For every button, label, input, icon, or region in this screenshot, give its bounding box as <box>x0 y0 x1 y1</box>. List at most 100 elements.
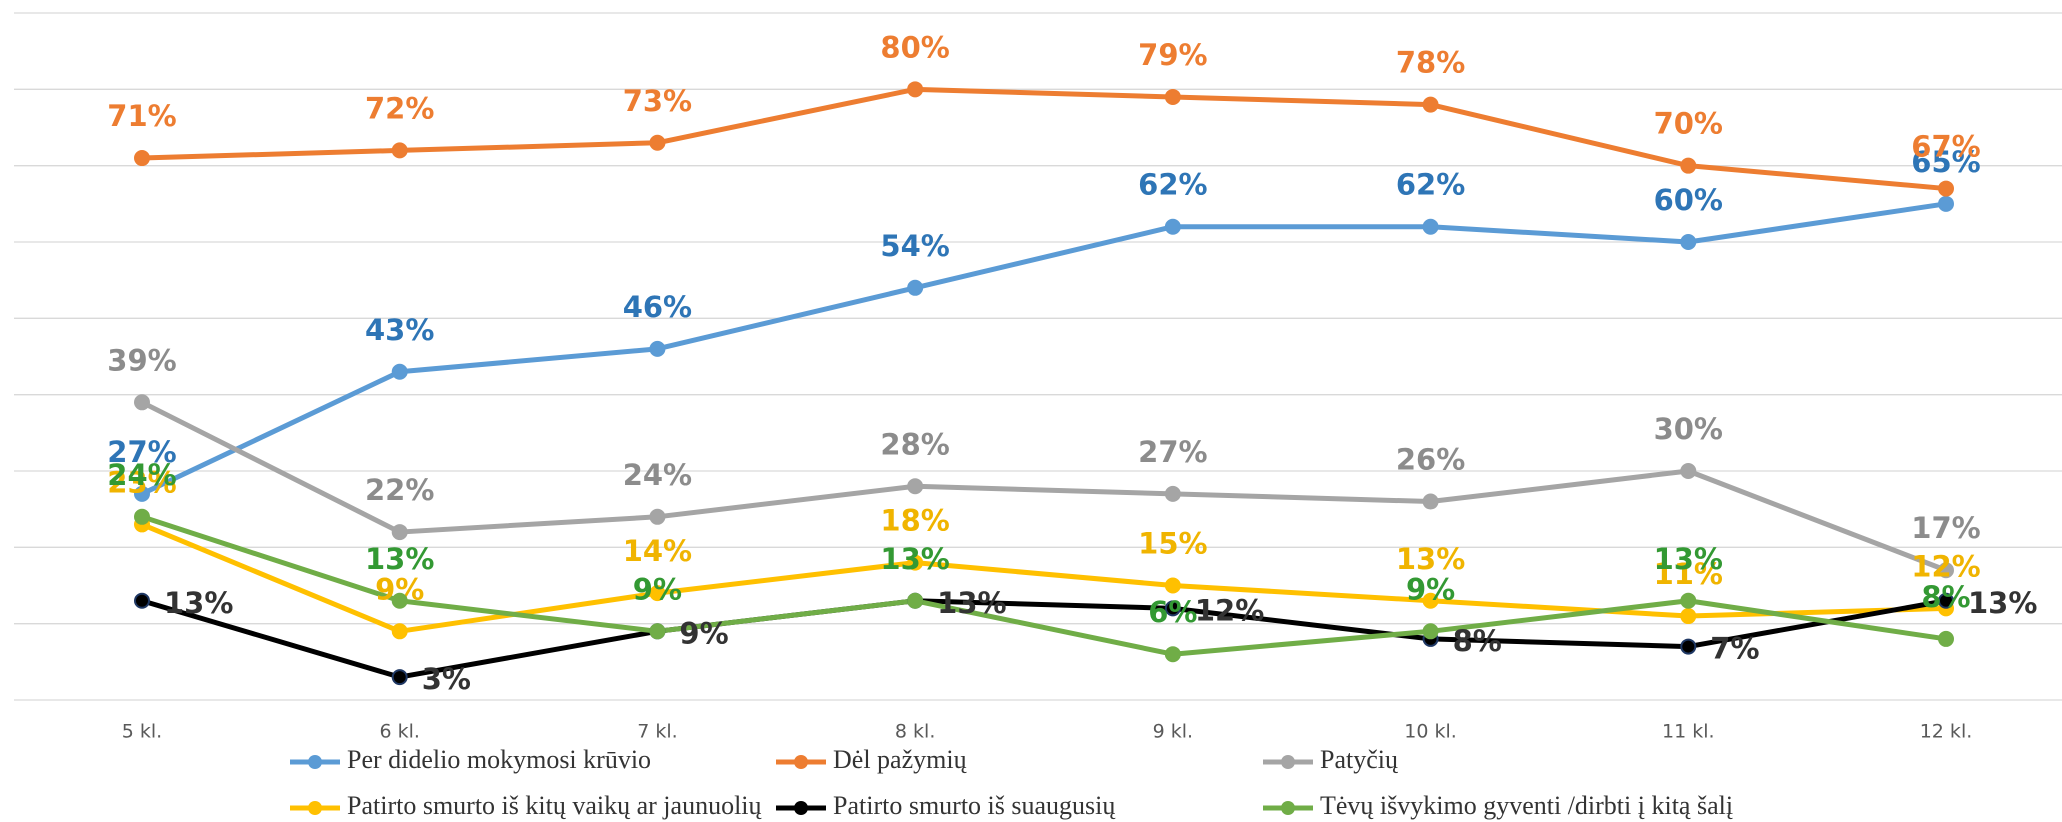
data-label: 6% <box>1148 595 1197 629</box>
point <box>391 669 408 686</box>
point <box>907 478 924 495</box>
point <box>1680 234 1697 250</box>
point <box>907 592 924 609</box>
point <box>1164 485 1181 502</box>
data-label: 72% <box>365 91 434 125</box>
point <box>649 508 666 525</box>
point <box>1680 592 1697 609</box>
data-label: 24% <box>107 458 176 492</box>
point <box>134 508 150 525</box>
data-label: 17% <box>1911 511 1980 545</box>
legend-label: Dėl pažymių <box>833 745 968 774</box>
legend-label: Tėvų išvykimo gyventi /dirbti į kitą šal… <box>1320 791 1733 820</box>
data-label: 12% <box>1195 593 1264 627</box>
data-label: 79% <box>1138 38 1207 72</box>
data-label: 13% <box>164 586 233 620</box>
data-label: 26% <box>1396 443 1465 477</box>
data-label: 30% <box>1654 412 1723 446</box>
data-label: 27% <box>1138 435 1207 469</box>
series-line <box>141 598 1947 680</box>
series-line <box>141 522 1947 634</box>
data-label: 8% <box>1453 624 1502 658</box>
data-label: 62% <box>1138 168 1207 202</box>
legend-marker <box>1281 755 1295 769</box>
point <box>1164 646 1181 663</box>
point <box>1680 463 1697 479</box>
legend-marker <box>794 755 808 769</box>
data-label: 24% <box>623 458 692 492</box>
data-label: 46% <box>623 290 692 324</box>
x-tick-label: 8 kl. <box>895 721 935 743</box>
point <box>1164 88 1181 105</box>
data-label: 7% <box>1710 632 1759 666</box>
point <box>1938 630 1954 647</box>
legend-marker <box>308 801 322 815</box>
legend-marker <box>308 755 322 769</box>
point <box>1680 608 1697 625</box>
point <box>134 485 150 502</box>
point <box>1422 592 1439 609</box>
point <box>1938 180 1954 197</box>
data-label: 13% <box>1968 586 2037 620</box>
data-label: 65% <box>1911 145 1980 179</box>
series-line <box>141 514 1947 657</box>
point <box>391 524 408 541</box>
data-label: 67% <box>1911 130 1980 164</box>
legend-label: Patirto smurto iš suaugusių <box>833 791 1116 820</box>
data-label: 43% <box>365 313 434 347</box>
x-tick-label: 9 kl. <box>1153 721 1193 743</box>
point <box>391 592 408 609</box>
point <box>1164 218 1181 235</box>
data-label: 3% <box>422 662 471 696</box>
x-tick-label: 10 kl. <box>1404 721 1457 743</box>
point <box>649 623 666 640</box>
data-label: 9% <box>679 616 728 650</box>
point <box>391 363 408 380</box>
data-label: 54% <box>880 229 949 263</box>
data-label: 22% <box>365 473 434 507</box>
series-line <box>140 400 1947 573</box>
data-label: 60% <box>1654 183 1723 217</box>
data-label: 8% <box>1921 580 1970 614</box>
point <box>1422 218 1439 235</box>
data-label: 39% <box>107 343 176 377</box>
data-label: 18% <box>880 504 949 538</box>
data-label: 13% <box>365 542 434 576</box>
series-line <box>140 201 1947 497</box>
legend-label: Per didelio mokymosi krūvio <box>347 745 651 774</box>
point <box>1938 562 1954 579</box>
point <box>134 592 150 609</box>
x-tick-label: 11 kl. <box>1662 721 1715 743</box>
point <box>649 134 666 151</box>
data-label: 13% <box>1654 542 1723 576</box>
data-label: 13% <box>880 542 949 576</box>
point <box>649 340 666 357</box>
point <box>907 554 924 571</box>
point <box>134 394 150 411</box>
point <box>649 585 666 602</box>
point <box>1680 638 1697 655</box>
point <box>391 142 408 159</box>
data-label: 80% <box>880 30 949 64</box>
legend-label: Patirto smurto iš kitų vaikų ar jaunuoli… <box>347 791 763 820</box>
series-line <box>141 86 1947 192</box>
data-label: 13% <box>937 586 1006 620</box>
point <box>1938 592 1954 609</box>
point <box>1422 96 1439 113</box>
point <box>1422 493 1439 510</box>
point <box>134 150 150 167</box>
data-label: 62% <box>1396 168 1465 202</box>
data-label: 78% <box>1396 46 1465 80</box>
legend-label: Patyčių <box>1320 745 1399 774</box>
point <box>1164 577 1181 594</box>
x-tick-label: 7 kl. <box>637 721 677 743</box>
point <box>907 81 924 98</box>
data-label: 71% <box>107 99 176 133</box>
x-tick-label: 6 kl. <box>379 721 419 743</box>
data-label: 12% <box>1911 549 1980 583</box>
point <box>1164 600 1181 617</box>
x-tick-label: 5 kl. <box>122 721 162 743</box>
data-label: 28% <box>880 427 949 461</box>
